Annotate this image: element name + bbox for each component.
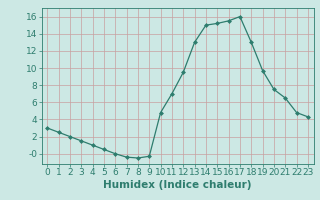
X-axis label: Humidex (Indice chaleur): Humidex (Indice chaleur) <box>103 180 252 190</box>
